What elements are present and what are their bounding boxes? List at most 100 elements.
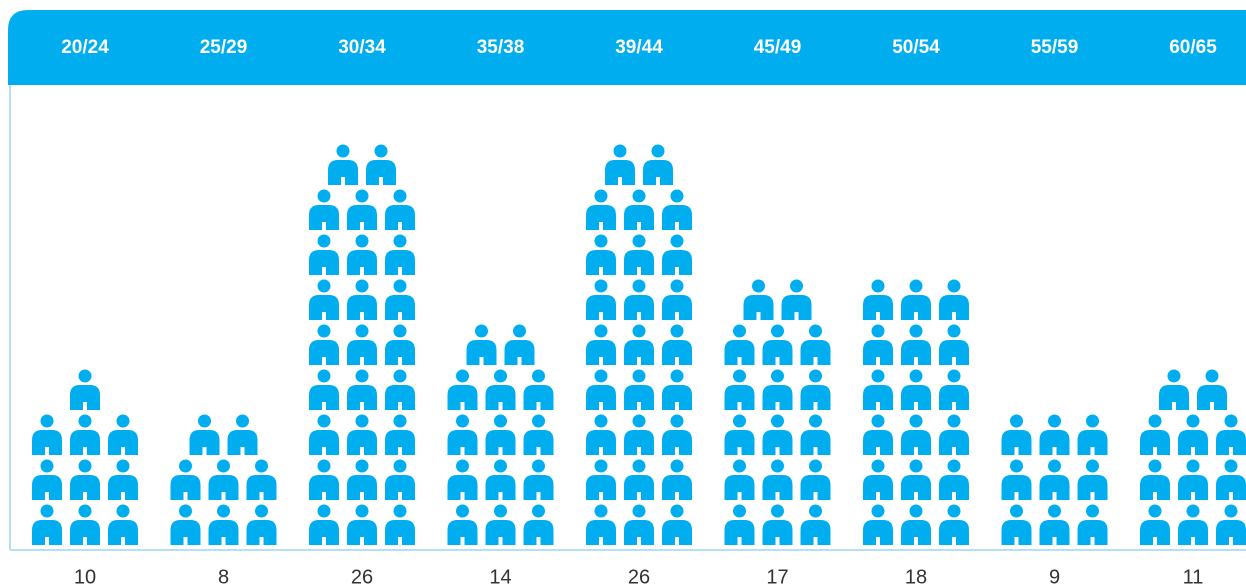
person-head — [1086, 414, 1099, 428]
person-body — [624, 520, 654, 545]
person-body — [624, 250, 654, 275]
person-body — [385, 340, 415, 365]
person-body — [1077, 475, 1108, 500]
person-head — [871, 459, 885, 473]
person-body — [70, 430, 100, 455]
person-head — [317, 504, 331, 518]
person-body — [624, 205, 654, 230]
column-header: 25/29 — [200, 37, 248, 58]
person-head — [594, 504, 608, 518]
person-head — [790, 279, 803, 293]
person-body — [624, 295, 654, 320]
person-head — [513, 324, 526, 338]
person-head — [947, 414, 961, 428]
person-body — [800, 475, 831, 500]
person-body — [485, 520, 516, 545]
person-body — [347, 385, 377, 410]
person-head — [809, 369, 822, 383]
pictogram-column — [1140, 369, 1246, 545]
person-head — [752, 279, 765, 293]
value-label: 18 — [905, 566, 927, 586]
pictogram-column — [309, 144, 415, 545]
person-body — [1140, 475, 1170, 500]
person-head — [1224, 459, 1238, 473]
value-label: 17 — [766, 566, 788, 586]
person-head — [871, 324, 885, 338]
column-header: 55/59 — [1031, 37, 1079, 58]
person-head — [632, 279, 646, 293]
value-label: 26 — [628, 566, 650, 586]
person-body — [586, 205, 616, 230]
person-body — [762, 430, 793, 455]
person-body — [724, 340, 755, 365]
person-head — [532, 504, 545, 518]
person-body — [762, 475, 793, 500]
person-body — [939, 295, 969, 320]
person-head — [909, 324, 923, 338]
value-label: 10 — [74, 566, 96, 586]
person-head — [179, 459, 192, 473]
person-body — [586, 340, 616, 365]
person-body — [901, 520, 931, 545]
person-head — [355, 504, 369, 518]
person-head — [40, 504, 54, 518]
person-head — [374, 144, 388, 158]
person-body — [800, 385, 831, 410]
person-body — [347, 430, 377, 455]
person-body — [347, 520, 377, 545]
person-body — [724, 430, 755, 455]
person-head — [771, 324, 784, 338]
person-body — [1216, 430, 1246, 455]
person-body — [523, 520, 554, 545]
person-body — [1216, 475, 1246, 500]
person-body — [246, 475, 277, 500]
person-head — [594, 279, 608, 293]
person-body — [1140, 430, 1170, 455]
person-body — [643, 160, 673, 185]
person-body — [662, 520, 692, 545]
person-head — [494, 414, 507, 428]
person-body — [624, 385, 654, 410]
person-body — [939, 340, 969, 365]
person-body — [309, 205, 339, 230]
person-head — [198, 414, 211, 428]
person-head — [670, 504, 684, 518]
person-head — [255, 459, 268, 473]
person-body — [624, 430, 654, 455]
person-body — [863, 520, 893, 545]
person-body — [662, 430, 692, 455]
person-head — [116, 414, 130, 428]
person-head — [632, 504, 646, 518]
person-head — [670, 324, 684, 338]
person-head — [393, 504, 407, 518]
value-label: 14 — [489, 566, 511, 586]
person-body — [108, 430, 138, 455]
person-head — [40, 459, 54, 473]
person-head — [393, 369, 407, 383]
person-head — [532, 459, 545, 473]
person-head — [809, 504, 822, 518]
person-body — [504, 340, 535, 365]
person-head — [532, 414, 545, 428]
person-head — [909, 414, 923, 428]
person-head — [355, 279, 369, 293]
person-head — [1186, 414, 1200, 428]
person-head — [1205, 369, 1219, 383]
person-head — [771, 504, 784, 518]
person-body — [1140, 520, 1170, 545]
person-head — [613, 144, 627, 158]
person-body — [447, 475, 478, 500]
person-body — [328, 160, 358, 185]
person-head — [1086, 459, 1099, 473]
person-head — [317, 369, 331, 383]
person-body — [662, 340, 692, 365]
person-head — [1048, 504, 1061, 518]
person-head — [494, 504, 507, 518]
person-body — [939, 385, 969, 410]
person-body — [1159, 385, 1189, 410]
person-head — [651, 144, 665, 158]
person-head — [871, 279, 885, 293]
person-head — [1167, 369, 1181, 383]
person-body — [743, 295, 774, 320]
